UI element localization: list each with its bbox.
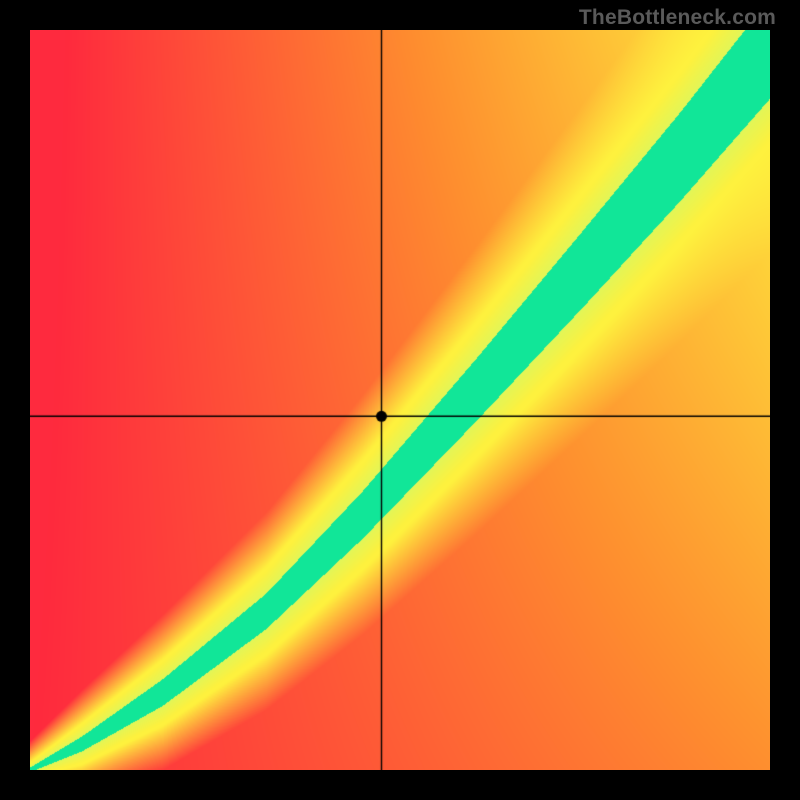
chart-container: { "watermark": { "text": "TheBottleneck.… bbox=[0, 0, 800, 800]
crosshair-overlay bbox=[30, 30, 770, 770]
watermark-text: TheBottleneck.com bbox=[579, 6, 776, 30]
